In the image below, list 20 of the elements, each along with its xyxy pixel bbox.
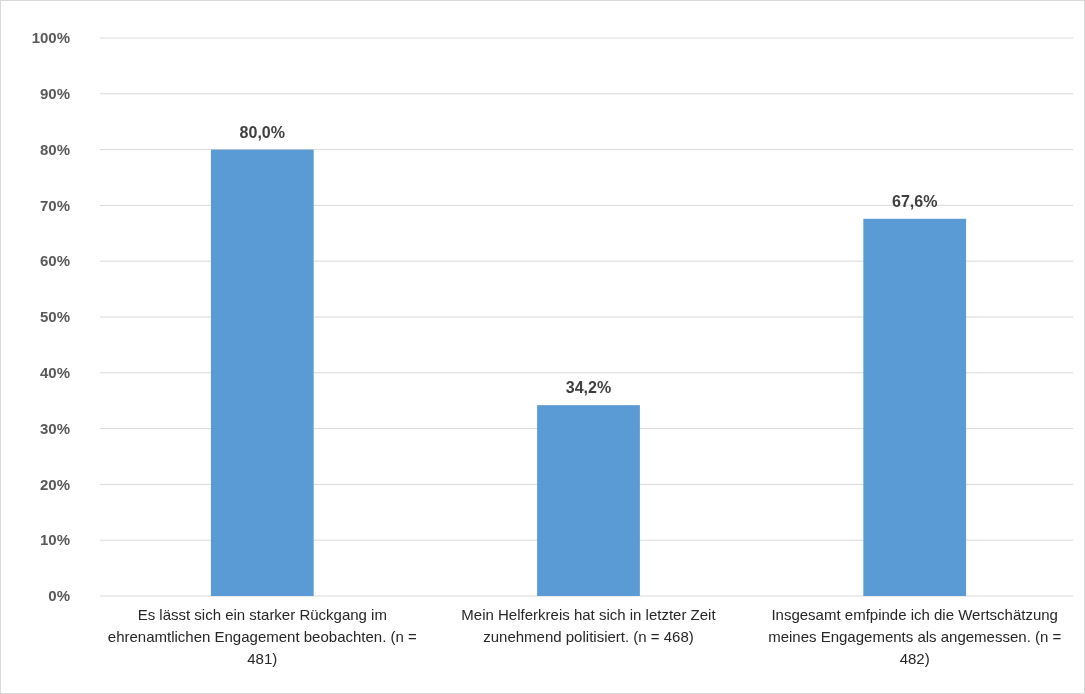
bar <box>537 405 640 596</box>
y-tick-label: 10% <box>39 531 70 549</box>
data-label: 67,6% <box>892 192 938 210</box>
data-label: 34,2% <box>565 379 612 397</box>
y-tick-label: 70% <box>39 196 70 214</box>
y-tick-label: 90% <box>39 85 70 103</box>
y-tick-label: 60% <box>39 252 70 270</box>
y-tick-label: 0% <box>48 587 70 605</box>
x-tick-label: Es lässt sich ein starker Rückgang im ehrenamtlichen Engagement beobachten. (n = 481) <box>107 606 418 667</box>
bar <box>863 218 967 596</box>
x-tick-label: Insgesamt emfpinde ich die Wertschätzung meines Engagements als angemessen. (n = 482) <box>768 606 1062 667</box>
y-tick-label: 20% <box>39 475 70 493</box>
y-tick-label: 50% <box>39 308 70 326</box>
y-tick-label: 80% <box>39 140 70 158</box>
data-label: 80,0% <box>239 123 285 141</box>
y-tick-label: 40% <box>39 364 70 382</box>
y-tick-label: 100% <box>31 29 70 47</box>
y-tick-label: 30% <box>39 419 70 437</box>
bar <box>210 149 314 596</box>
x-tick-label: Mein Helferkreis hat sich in letzter Zeit zunehmend politisiert. (n = 468) <box>461 606 717 645</box>
